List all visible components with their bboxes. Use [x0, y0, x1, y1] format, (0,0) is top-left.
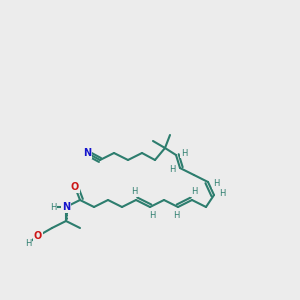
Text: H: H — [169, 166, 175, 175]
Text: H: H — [213, 179, 219, 188]
Text: H: H — [25, 238, 31, 247]
Text: O: O — [71, 182, 79, 192]
Text: H: H — [191, 188, 197, 196]
Text: H: H — [181, 148, 187, 158]
Text: H: H — [149, 211, 155, 220]
Text: H: H — [219, 188, 225, 197]
Text: H: H — [50, 202, 56, 211]
Text: H: H — [173, 211, 179, 220]
Text: N: N — [83, 148, 91, 158]
Text: N: N — [62, 202, 70, 212]
Text: H: H — [131, 188, 137, 196]
Text: O: O — [34, 231, 42, 241]
